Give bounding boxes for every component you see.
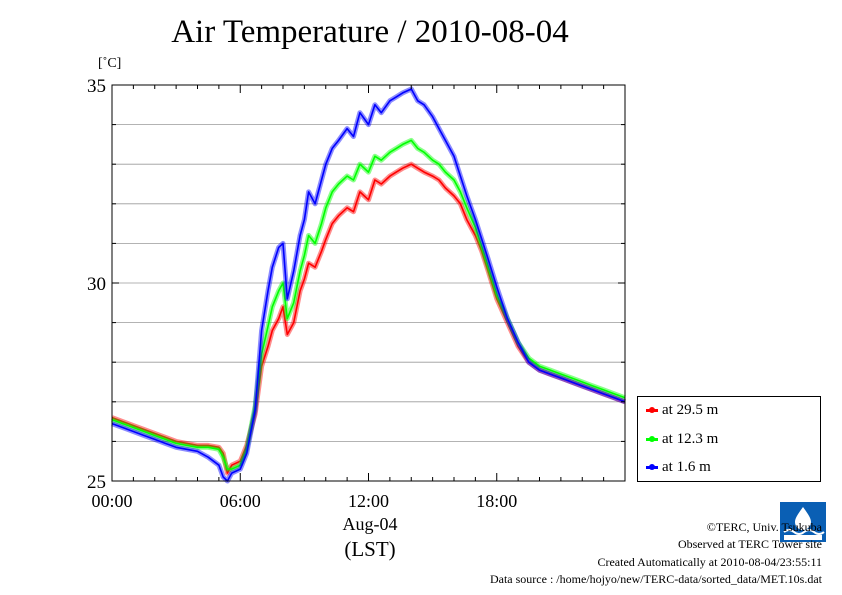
series-lines xyxy=(111,86,626,484)
legend-item-12-3m: at 12.3 m xyxy=(646,427,718,451)
terc-logo-icon xyxy=(780,502,826,542)
footer-created: Created Automatically at 2010-08-04/23:5… xyxy=(597,555,822,569)
series-band-2 xyxy=(111,86,626,484)
y-axis-unit: [˚C] xyxy=(98,56,122,71)
y-ticks: 25 30 35 xyxy=(87,76,625,493)
footer-observed: Observed at TERC Tower site xyxy=(677,537,822,551)
x-axis-label: (LST) xyxy=(344,537,396,561)
x-tick-label: 12:00 xyxy=(348,491,389,511)
legend-item-1-6m: at 1.6 m xyxy=(646,455,711,479)
chart-title: Air Temperature / 2010-08-04 xyxy=(171,14,569,50)
y-tick-label: 30 xyxy=(87,274,106,295)
series-band-0 xyxy=(111,161,626,476)
legend: at 29.5 m at 12.3 m at 1.6 m xyxy=(637,396,821,482)
x-axis-date-label: Aug-04 xyxy=(342,514,398,534)
x-tick-label: 00:00 xyxy=(91,491,132,511)
series-line-0 xyxy=(111,163,626,474)
series-line-2 xyxy=(111,88,626,482)
x-tick-label: 18:00 xyxy=(476,491,517,511)
footer-copyright: ©TERC, Univ. Tsukuba xyxy=(706,520,822,534)
legend-swatch-green xyxy=(646,435,658,442)
y-tick-label: 25 xyxy=(87,472,106,493)
legend-label: at 12.3 m xyxy=(662,430,719,447)
series-line-1 xyxy=(111,139,626,470)
x-ticks: 00:00 06:00 12:00 18:00 xyxy=(91,85,626,511)
series-band-1 xyxy=(111,137,626,472)
legend-swatch-blue xyxy=(646,463,658,470)
legend-swatch-red xyxy=(646,406,658,413)
x-tick-label: 06:00 xyxy=(220,491,261,511)
legend-item-29-5m: at 29.5 m xyxy=(646,398,718,422)
footer-source: Data source : /home/hojyo/new/TERC-data/… xyxy=(489,572,822,586)
legend-label: at 29.5 m xyxy=(662,401,719,418)
legend-label: at 1.6 m xyxy=(662,458,711,475)
y-tick-label: 35 xyxy=(87,76,106,97)
